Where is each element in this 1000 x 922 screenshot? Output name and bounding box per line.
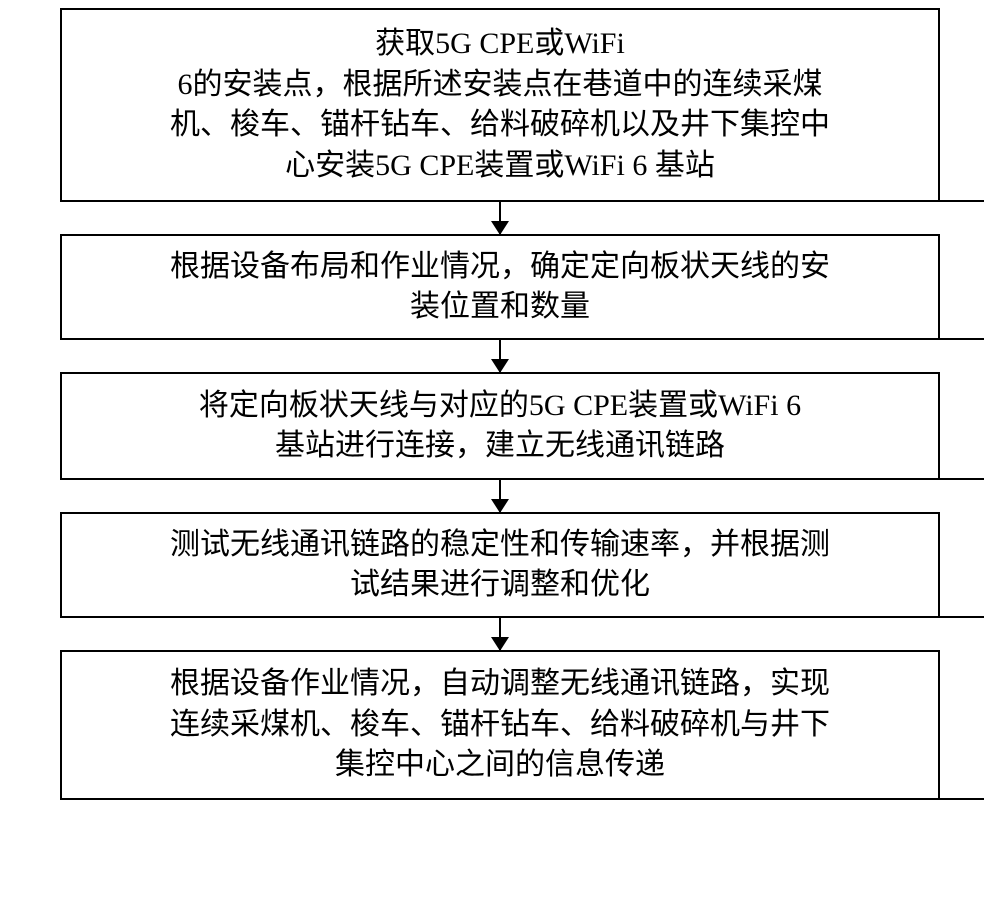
arrow-12-to-13	[60, 340, 940, 372]
step-text-11: 获取5G CPE或WiFi6的安装点，根据所述安装点在巷道中的连续采煤机、梭车、…	[80, 24, 920, 186]
step-text-13: 将定向板状天线与对应的5G CPE装置或WiFi 6基站进行连接，建立无线通讯链…	[80, 386, 920, 467]
step-connector-14	[938, 594, 984, 618]
step-box-12: 根据设备布局和作业情况，确定定向板状天线的安装位置和数量12	[60, 234, 940, 340]
step-box-14: 测试无线通讯链路的稳定性和传输速率，并根据测试结果进行调整和优化14	[60, 512, 940, 618]
step-connector-13	[938, 456, 984, 480]
flowchart-root: 获取5G CPE或WiFi6的安装点，根据所述安装点在巷道中的连续采煤机、梭车、…	[60, 0, 940, 800]
arrow-11-to-12	[60, 202, 940, 234]
arrow-13-to-14	[60, 480, 940, 512]
step-connector-15	[938, 776, 984, 800]
arrow-14-to-15	[60, 618, 940, 650]
step-box-13: 将定向板状天线与对应的5G CPE装置或WiFi 6基站进行连接，建立无线通讯链…	[60, 372, 940, 480]
step-connector-12	[938, 316, 984, 340]
step-connector-11	[938, 178, 984, 202]
step-box-15: 根据设备作业情况，自动调整无线通讯链路，实现连续采煤机、梭车、锚杆钻车、给料破碎…	[60, 650, 940, 800]
step-text-15: 根据设备作业情况，自动调整无线通讯链路，实现连续采煤机、梭车、锚杆钻车、给料破碎…	[80, 664, 920, 786]
step-box-11: 获取5G CPE或WiFi6的安装点，根据所述安装点在巷道中的连续采煤机、梭车、…	[60, 8, 940, 202]
step-text-14: 测试无线通讯链路的稳定性和传输速率，并根据测试结果进行调整和优化	[80, 525, 920, 606]
step-text-12: 根据设备布局和作业情况，确定定向板状天线的安装位置和数量	[80, 247, 920, 328]
